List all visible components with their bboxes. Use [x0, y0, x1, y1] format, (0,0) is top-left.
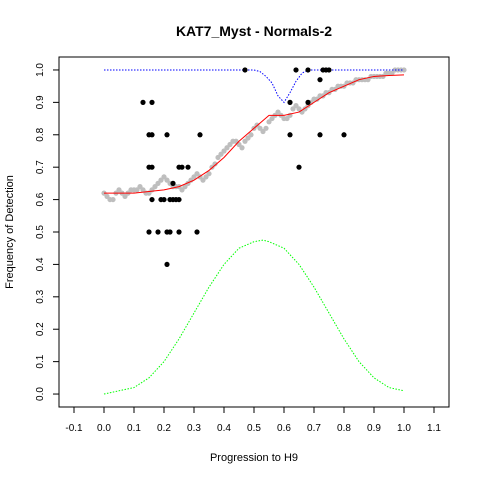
data-point — [326, 67, 332, 73]
data-point — [164, 132, 170, 138]
y-tick-label: 0.1 — [35, 354, 46, 368]
y-tick-label: 0.8 — [35, 127, 46, 141]
y-tick-label: 1.0 — [35, 63, 46, 77]
data-point — [149, 164, 155, 170]
data-point — [296, 164, 302, 170]
smoothed-point — [248, 132, 254, 138]
x-tick-label: 0.0 — [97, 423, 111, 434]
x-tick-label: 0.8 — [337, 423, 351, 434]
smoothed-point — [212, 161, 218, 167]
data-point — [149, 132, 155, 138]
x-tick-label: 1.0 — [397, 423, 411, 434]
data-point — [146, 229, 152, 235]
x-tick-label: 0.7 — [307, 423, 321, 434]
y-tick-label: 0.0 — [35, 387, 46, 401]
x-tick-label: 0.2 — [157, 423, 171, 434]
x-tick-label: -0.1 — [65, 423, 83, 434]
data-point — [305, 67, 311, 73]
data-point — [170, 180, 176, 186]
fitted-curve-red — [104, 74, 405, 194]
x-tick-label: 0.3 — [187, 423, 201, 434]
x-tick-label: 1.1 — [427, 423, 441, 434]
data-point — [176, 196, 182, 203]
data-point — [176, 229, 182, 235]
x-tick-label: 0.9 — [367, 423, 381, 434]
y-axis-label: Frequency of Detection — [4, 175, 16, 289]
data-point — [161, 196, 167, 203]
x-tick-label: 0.5 — [247, 423, 261, 434]
y-tick-label: 0.9 — [35, 95, 46, 109]
data-point — [317, 77, 323, 83]
data-point — [317, 132, 323, 138]
data-point — [341, 132, 347, 138]
x-tick-label: 0.4 — [217, 423, 231, 434]
y-tick-label: 0.6 — [35, 192, 46, 206]
smoothed-point — [263, 125, 269, 131]
data-point — [167, 229, 173, 235]
smoothed-point — [110, 196, 116, 203]
data-point — [287, 132, 293, 138]
y-tick-label: 0.5 — [35, 225, 46, 239]
observed-detection-points — [140, 67, 347, 268]
data-point — [179, 164, 185, 170]
chart-title: KAT7_Myst - Normals-2 — [176, 23, 332, 39]
x-tick-label: 0.6 — [277, 423, 291, 434]
data-point — [164, 261, 170, 268]
density-curve-blue — [104, 69, 404, 104]
data-point — [155, 229, 161, 235]
y-tick-label: 0.7 — [35, 160, 46, 174]
data-point — [194, 229, 200, 235]
x-axis-label: Progression to H9 — [210, 452, 298, 464]
y-tick-label: 0.2 — [35, 322, 46, 336]
data-point — [197, 132, 203, 138]
data-point — [149, 99, 155, 105]
axis-ticks: -0.1 0.0 0.1 0.2 0.3 0.4 0.5 0.6 0.7 0.8 0.9 1.0 1.1… — [35, 63, 441, 434]
data-point — [242, 67, 248, 73]
data-point — [140, 99, 146, 105]
smoothed-point — [206, 171, 212, 177]
plot-frame — [58, 56, 450, 408]
data-point — [293, 67, 299, 73]
y-tick-label: 0.4 — [35, 257, 46, 271]
data-point — [185, 164, 191, 170]
smoothed-point — [239, 145, 245, 151]
chart-series — [101, 67, 407, 395]
data-point — [305, 99, 311, 105]
y-tick-label: 0.3 — [35, 289, 46, 303]
data-point — [149, 196, 155, 203]
data-point — [287, 99, 293, 105]
x-tick-label: 0.1 — [127, 423, 141, 434]
